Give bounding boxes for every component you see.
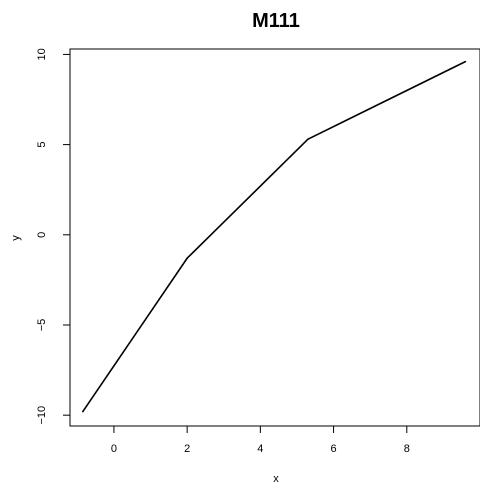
- y-axis-label: y: [10, 235, 22, 241]
- y-tick-label: 10: [36, 48, 48, 60]
- x-tick-label: 8: [404, 443, 410, 455]
- data-point: [464, 60, 467, 63]
- y-tick-label: −10: [36, 406, 48, 425]
- x-tick-label: 0: [111, 443, 117, 455]
- x-tick-label: 2: [184, 443, 190, 455]
- series-line: [82, 60, 466, 413]
- plot-area-frame: [69, 48, 480, 427]
- x-tick-label: 6: [331, 443, 337, 455]
- data-point: [82, 410, 84, 413]
- x-tick-label: 4: [257, 443, 263, 455]
- x-axis-label: x: [273, 473, 279, 485]
- x-axis: 0 2 4 6 8: [111, 425, 410, 455]
- y-tick-label: −5: [36, 319, 48, 332]
- chart-title: M111: [252, 10, 300, 32]
- series-group: [82, 60, 467, 413]
- y-tick-label: 5: [36, 142, 48, 148]
- data-point: [186, 257, 188, 260]
- data-point: [307, 138, 309, 140]
- y-tick-label: 0: [36, 232, 48, 238]
- y-axis: −10 −5 0 5 10: [36, 48, 71, 425]
